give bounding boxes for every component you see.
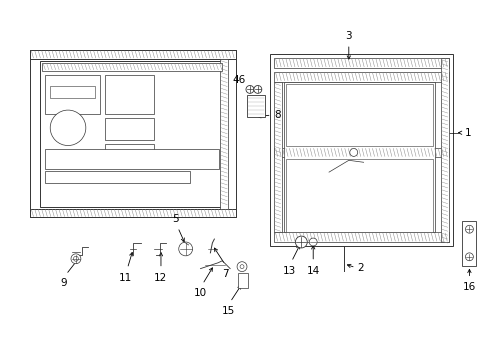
Text: 9: 9 — [61, 278, 67, 288]
Text: 8: 8 — [274, 110, 281, 120]
Bar — [285, 159, 432, 232]
Text: 10: 10 — [194, 288, 206, 298]
Bar — [220, 59, 228, 208]
Bar — [30, 50, 236, 217]
Bar — [45, 149, 219, 169]
Bar — [30, 50, 236, 59]
Text: 12: 12 — [153, 273, 166, 283]
Bar — [45, 171, 189, 183]
Text: 1: 1 — [464, 128, 470, 138]
Circle shape — [465, 253, 472, 261]
Bar — [283, 82, 434, 232]
Bar — [273, 148, 447, 157]
Circle shape — [465, 225, 472, 233]
Circle shape — [253, 85, 261, 93]
Text: 2: 2 — [357, 263, 364, 273]
Text: 3: 3 — [345, 31, 351, 41]
Circle shape — [349, 148, 357, 156]
Text: 46: 46 — [232, 76, 245, 85]
Text: 11: 11 — [119, 273, 132, 283]
Bar — [273, 82, 281, 232]
Bar — [104, 118, 154, 140]
Circle shape — [71, 254, 81, 264]
Circle shape — [308, 238, 317, 246]
Bar — [41, 61, 224, 207]
Bar — [50, 86, 95, 98]
Bar — [104, 75, 154, 114]
Text: 14: 14 — [306, 266, 319, 276]
Circle shape — [245, 85, 253, 93]
Circle shape — [50, 110, 86, 145]
Bar — [273, 232, 447, 242]
Circle shape — [295, 236, 306, 248]
Bar — [30, 208, 236, 217]
Bar — [238, 273, 247, 288]
Circle shape — [237, 262, 246, 271]
Bar — [246, 95, 264, 117]
Bar — [285, 84, 432, 145]
Bar — [42, 63, 222, 71]
Bar — [462, 221, 475, 266]
Text: 15: 15 — [221, 306, 234, 316]
Bar — [273, 58, 447, 68]
Circle shape — [240, 265, 244, 269]
Text: 16: 16 — [462, 282, 475, 292]
Circle shape — [73, 256, 78, 261]
Text: 7: 7 — [222, 269, 228, 279]
Text: 13: 13 — [282, 266, 296, 276]
Bar — [269, 54, 452, 246]
Bar — [104, 144, 154, 163]
Bar — [440, 58, 447, 242]
Bar — [273, 72, 447, 82]
Text: 5: 5 — [172, 214, 179, 224]
Circle shape — [179, 242, 192, 256]
Bar — [45, 75, 100, 114]
